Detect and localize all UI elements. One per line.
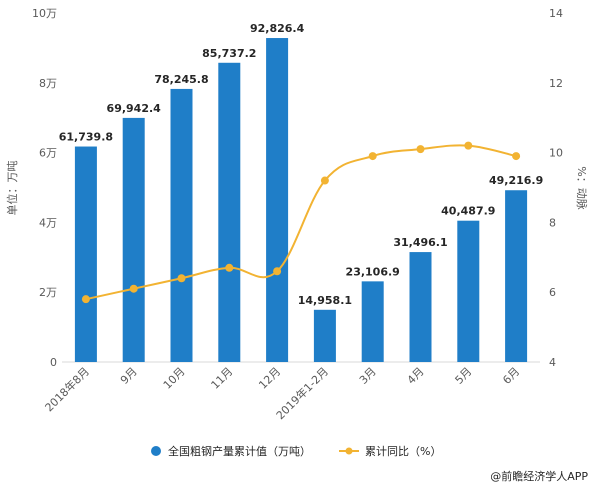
line-path (85, 144, 517, 301)
x-tick-label: 6月 (500, 365, 522, 387)
bar (74, 146, 97, 362)
bar-value-label: 61,739.8 (59, 131, 113, 144)
line-point (129, 284, 138, 293)
left-tick-label: 6万 (39, 147, 57, 160)
bar (361, 281, 384, 362)
bar (218, 62, 241, 363)
legend-marker-bar (151, 446, 161, 456)
left-tick-label: 4万 (39, 216, 57, 229)
line-point (512, 152, 521, 161)
bar (170, 88, 193, 363)
x-tick-label: 2018年8月 (42, 364, 92, 414)
x-tick-label: 12月 (256, 365, 283, 392)
bar-value-label: 14,958.1 (298, 294, 352, 307)
bar-value-label: 85,737.2 (202, 47, 256, 60)
right-axis: %：动脉 4 6 8 10 12 14 (549, 7, 589, 369)
x-tick-label: 5月 (453, 365, 475, 387)
line-point (464, 141, 473, 150)
right-tick-label: 6 (549, 286, 556, 299)
legend-label-line: 累计同比（%） (365, 445, 441, 458)
right-axis-title: %：动脉 (575, 166, 589, 209)
right-tick-label: 8 (549, 216, 556, 229)
line-point (368, 152, 377, 161)
line-point (177, 274, 186, 283)
line-series (81, 141, 521, 304)
bar-value-label: 31,496.1 (393, 236, 447, 249)
right-tick-label: 4 (549, 356, 556, 369)
bar (266, 38, 289, 363)
line-point (273, 267, 282, 276)
line-point (81, 295, 90, 304)
source-note: @前瞻经济学人APP (490, 469, 588, 483)
line-point (416, 145, 425, 154)
x-tick-label: 10月 (161, 365, 188, 392)
bar-value-label: 92,826.4 (250, 22, 305, 35)
left-tick-label: 0 (50, 356, 57, 369)
bar-value-label: 49,216.9 (489, 174, 543, 187)
right-tick-label: 10 (549, 147, 563, 160)
right-tick-label: 14 (549, 7, 563, 20)
bar-value-label: 78,245.8 (154, 73, 208, 86)
legend-marker-line-dot (345, 447, 353, 455)
left-axis: 单位：万吨 0 2万 4万 6万 8万 10万 (5, 7, 57, 369)
left-axis-title: 单位：万吨 (5, 161, 19, 216)
left-tick-label: 2万 (39, 286, 57, 299)
bar-value-label: 69,942.4 (107, 102, 162, 115)
x-tick-label: 4月 (405, 365, 427, 387)
x-tick-label: 3月 (357, 365, 379, 387)
line-point (225, 263, 234, 272)
x-tick-label: 9月 (118, 365, 140, 387)
left-tick-label: 8万 (39, 77, 57, 90)
x-tick-label: 11月 (209, 365, 236, 392)
bar-data-labels: 61,739.8 69,942.4 78,245.8 85,737.2 92,826.4… (59, 22, 543, 307)
legend: 全国粗钢产量累计值（万吨） 累计同比（%） (151, 444, 441, 458)
bar (409, 252, 432, 362)
bar (457, 220, 480, 362)
right-tick-label: 12 (549, 77, 563, 90)
left-tick-label: 10万 (32, 7, 57, 20)
bar-value-label: 23,106.9 (346, 265, 400, 278)
line-point (320, 176, 329, 185)
bar-series (74, 38, 528, 363)
legend-label-bar: 全国粗钢产量累计值（万吨） (168, 444, 311, 458)
bar (122, 117, 145, 362)
bar-value-label: 40,487.9 (441, 205, 495, 218)
bar (313, 309, 336, 362)
bar (505, 190, 528, 362)
